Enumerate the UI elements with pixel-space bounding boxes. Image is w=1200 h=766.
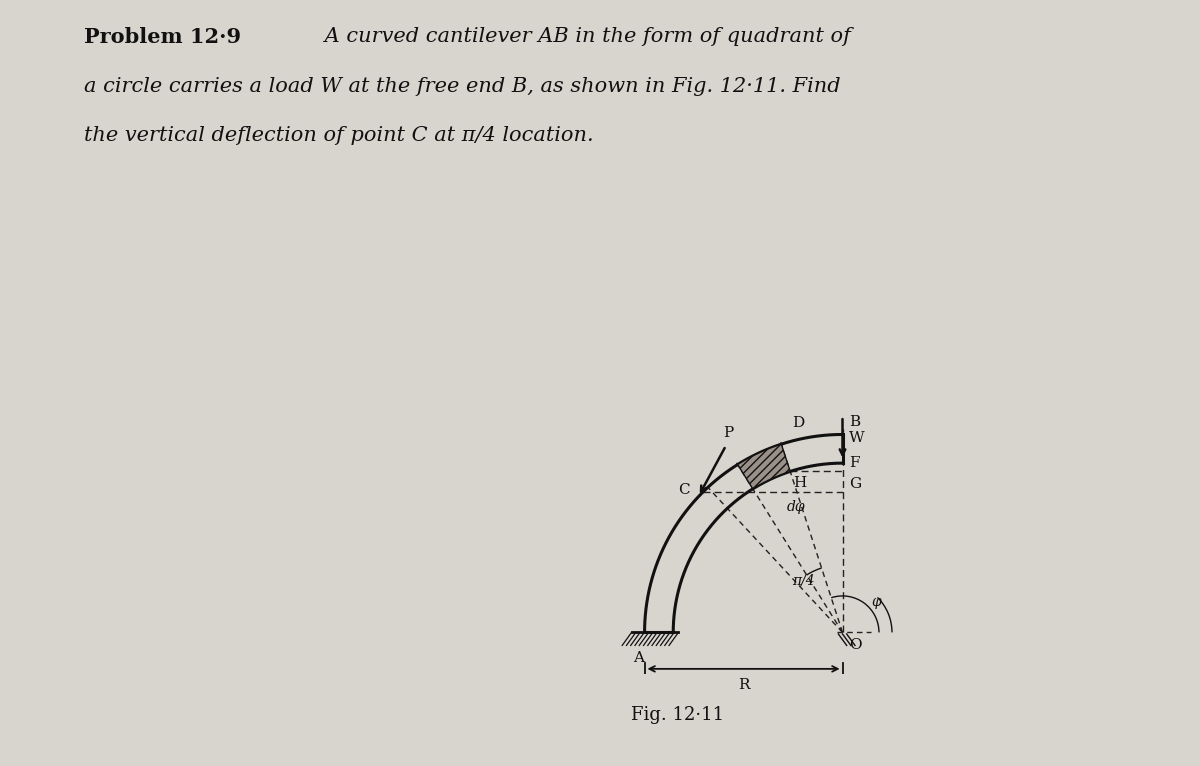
- Text: π/4: π/4: [792, 573, 815, 588]
- Text: A curved cantilever AB in the form of quadrant of: A curved cantilever AB in the form of qu…: [318, 27, 851, 46]
- Text: the vertical deflection of point C at π/4 location.: the vertical deflection of point C at π/…: [84, 126, 594, 146]
- Text: H: H: [793, 476, 806, 489]
- Text: Fig. 12·11: Fig. 12·11: [631, 706, 725, 724]
- Text: O: O: [850, 637, 862, 652]
- Text: Problem 12·9: Problem 12·9: [84, 27, 241, 47]
- Text: P: P: [724, 427, 733, 440]
- Text: φ: φ: [871, 595, 881, 609]
- Text: a circle carries a load W at the free end B, as shown in Fig. 12·11. Find: a circle carries a load W at the free en…: [84, 77, 841, 96]
- Text: E: E: [755, 461, 766, 476]
- Polygon shape: [738, 444, 790, 489]
- Text: B: B: [850, 415, 860, 429]
- Text: R: R: [738, 678, 749, 692]
- Text: D: D: [792, 416, 804, 430]
- Text: G: G: [848, 477, 862, 491]
- Text: F: F: [848, 456, 859, 470]
- Text: dφ: dφ: [786, 500, 805, 515]
- Text: C: C: [678, 483, 690, 497]
- Text: A: A: [632, 650, 644, 665]
- Text: W: W: [850, 431, 865, 445]
